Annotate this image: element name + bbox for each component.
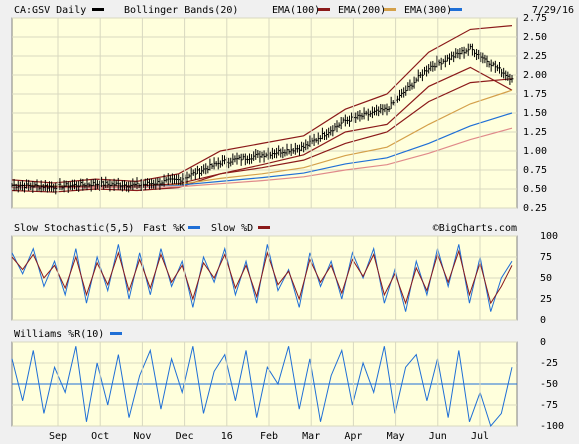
stochastic-y-axis: 100 75 50 25 0	[540, 231, 558, 326]
williams-y-axis: 0 -25 -50 -75 -100	[540, 337, 564, 432]
x-tick-label: Mar	[302, 431, 320, 442]
x-tick-label: May	[387, 431, 405, 442]
williams-y-tick: -100	[540, 421, 564, 432]
stochastic-title: Slow Stochastic(5,5)	[14, 223, 134, 234]
williams-legend: Williams %R(10)	[14, 329, 122, 340]
chart-date: 7/29/16	[532, 5, 574, 16]
x-tick-label: Jun	[429, 431, 447, 442]
williams-series-group	[11, 346, 513, 428]
x-tick-label: Sep	[49, 431, 67, 442]
stochastic-y-tick: 50	[540, 273, 552, 284]
legend-slow-d-swatch	[258, 226, 270, 229]
williams-grid	[12, 341, 517, 427]
stochastic-y-tick: 0	[540, 315, 546, 326]
williams-line	[11, 346, 513, 428]
price-y-tick: 0.25	[523, 203, 547, 214]
legend-fast-k-swatch	[188, 226, 200, 229]
legend-symbol-swatch	[92, 8, 104, 11]
price-y-axis: 2.75 2.50 2.25 2.00 1.75 1.50 1.25 1.00 0.75 0.50…	[523, 13, 547, 214]
williams-y-tick: -25	[540, 358, 558, 369]
legend-ema200-swatch	[384, 8, 396, 11]
legend-williams-swatch	[110, 332, 122, 335]
williams-y-tick: -75	[540, 400, 558, 411]
price-y-tick: 1.50	[523, 108, 547, 119]
x-tick-label: Jul	[471, 431, 489, 442]
stochastic-y-tick: 25	[540, 294, 552, 305]
price-y-tick: 0.50	[523, 184, 547, 195]
price-y-tick: 2.25	[523, 51, 547, 62]
price-y-tick: 1.25	[523, 127, 547, 138]
legend-ema300: EMA(300)	[404, 5, 452, 16]
stochastic-series-group	[11, 244, 513, 312]
williams-y-tick: -50	[540, 379, 558, 390]
slow-d-line	[11, 249, 513, 305]
williams-title: Williams %R(10)	[14, 329, 104, 340]
price-y-tick: 2.50	[523, 32, 547, 43]
price-y-tick: 2.00	[523, 70, 547, 81]
legend-fast-k: Fast %K	[143, 223, 185, 234]
stochastic-y-tick: 100	[540, 231, 558, 242]
legend-slow-d: Slow %D	[211, 223, 253, 234]
price-y-tick: 2.75	[523, 13, 547, 24]
stochastic-legend: Slow Stochastic(5,5) Fast %K Slow %D ©Bi…	[14, 223, 517, 234]
x-tick-label: Nov	[133, 431, 151, 442]
legend-ema100-swatch	[318, 8, 330, 11]
x-tick-label: Oct	[91, 431, 109, 442]
x-tick-label: Feb	[260, 431, 278, 442]
watermark: ©BigCharts.com	[433, 223, 517, 234]
legend-ema200: EMA(200)	[338, 5, 386, 16]
legend-bollinger: Bollinger Bands(20)	[124, 5, 238, 16]
legend-ema100: EMA(100)	[272, 5, 320, 16]
williams-y-tick: 0	[540, 337, 546, 348]
price-y-tick: 1.75	[523, 89, 547, 100]
x-axis: Sep Oct Nov Dec 16 Feb Mar Apr May Jun Jul	[49, 18, 489, 442]
price-legend: CA:GSV Daily Bollinger Bands(20) EMA(100…	[14, 5, 574, 16]
x-tick-label: Apr	[344, 431, 362, 442]
price-y-tick: 1.00	[523, 146, 547, 157]
price-series-group	[11, 25, 514, 195]
stochastic-y-tick: 75	[540, 252, 552, 263]
price-y-tick: 0.75	[523, 165, 547, 176]
stochastic-grid	[12, 235, 517, 321]
legend-ema300-swatch	[450, 8, 462, 11]
legend-symbol: CA:GSV Daily	[14, 5, 86, 16]
x-tick-label: 16	[221, 431, 233, 442]
x-tick-label: Dec	[176, 431, 194, 442]
